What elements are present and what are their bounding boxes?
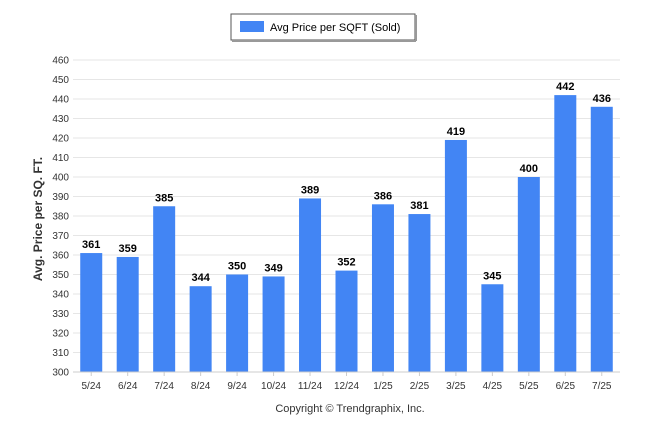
legend-label: Avg Price per SQFT (Sold) xyxy=(270,22,400,34)
bar-value-label: 389 xyxy=(301,184,319,196)
bar-value-label: 442 xyxy=(556,81,574,93)
x-tick-label: 5/25 xyxy=(519,381,539,392)
y-axis-label: Avg. Price per SQ. FT. xyxy=(31,157,45,281)
x-tick-label: 8/24 xyxy=(191,381,211,392)
bar-value-label: 386 xyxy=(374,190,392,202)
bar xyxy=(116,256,139,372)
y-tick-label: 380 xyxy=(52,212,69,223)
legend: Avg Price per SQFT (Sold) xyxy=(230,13,417,42)
x-tick-label: 5/24 xyxy=(81,381,101,392)
bar-value-label: 361 xyxy=(82,239,100,251)
bar-value-label: 349 xyxy=(264,262,282,274)
bar xyxy=(226,274,249,372)
bar-value-label: 352 xyxy=(337,257,355,269)
bar xyxy=(153,206,176,372)
y-tick-label: 310 xyxy=(52,348,69,359)
bar xyxy=(371,204,394,372)
copyright-text: Copyright © Trendgraphix, Inc. xyxy=(275,403,424,415)
y-tick-label: 360 xyxy=(52,251,69,262)
bar-value-label: 350 xyxy=(228,261,246,273)
value-labels: 361 359 385 344 350 349 389 352 386 381 419 345 400 4… xyxy=(82,81,611,284)
x-tick-label: 7/25 xyxy=(592,381,612,392)
bar xyxy=(262,276,285,372)
x-tick-label: 6/24 xyxy=(118,381,138,392)
x-tick-label: 11/24 xyxy=(298,381,323,392)
bar-value-label: 385 xyxy=(155,192,173,204)
y-tick-label: 420 xyxy=(52,134,69,145)
x-tick-label: 12/24 xyxy=(334,381,359,392)
bar xyxy=(554,95,577,372)
y-tick-label: 300 xyxy=(52,368,69,379)
y-tick-label: 460 xyxy=(52,56,69,67)
x-axis-ticks: 5/24 6/24 7/24 8/24 9/24 10/24 11/24 12/24 1/25 2… xyxy=(81,372,612,392)
y-tick-label: 410 xyxy=(52,153,69,164)
y-tick-label: 390 xyxy=(52,192,69,203)
bar xyxy=(189,286,212,372)
y-tick-label: 450 xyxy=(52,75,69,86)
bar xyxy=(481,284,504,372)
x-tick-label: 1/25 xyxy=(373,381,393,392)
y-tick-label: 400 xyxy=(52,173,69,184)
bar xyxy=(80,253,103,372)
bar xyxy=(444,139,467,372)
x-tick-label: 3/25 xyxy=(446,381,466,392)
bar xyxy=(299,198,322,372)
x-tick-label: 6/25 xyxy=(556,381,576,392)
bar xyxy=(335,270,358,372)
bars xyxy=(80,95,613,373)
y-tick-label: 340 xyxy=(52,290,69,301)
bar xyxy=(408,214,431,372)
y-axis-ticks: 300 310 320 330 340 350 360 370 380 390 400 410 420 4… xyxy=(52,56,69,379)
x-tick-label: 9/24 xyxy=(227,381,247,392)
bar-value-label: 344 xyxy=(191,272,210,284)
y-tick-label: 440 xyxy=(52,95,69,106)
x-tick-label: 2/25 xyxy=(410,381,430,392)
bar-value-label: 400 xyxy=(520,163,538,175)
bar-value-label: 436 xyxy=(593,93,611,105)
bar xyxy=(517,177,540,372)
y-tick-label: 350 xyxy=(52,270,69,281)
x-tick-label: 4/25 xyxy=(483,381,503,392)
y-tick-label: 370 xyxy=(52,231,69,242)
bar-value-label: 359 xyxy=(119,243,137,255)
bar-value-label: 419 xyxy=(447,126,465,138)
y-tick-label: 430 xyxy=(52,114,69,125)
y-tick-label: 320 xyxy=(52,329,69,340)
bar-value-label: 381 xyxy=(410,200,428,212)
x-tick-label: 10/24 xyxy=(261,381,286,392)
bar xyxy=(590,106,613,373)
bar-value-label: 345 xyxy=(483,270,501,282)
x-tick-label: 7/24 xyxy=(154,381,174,392)
y-tick-label: 330 xyxy=(52,309,69,320)
legend-swatch xyxy=(240,21,264,32)
